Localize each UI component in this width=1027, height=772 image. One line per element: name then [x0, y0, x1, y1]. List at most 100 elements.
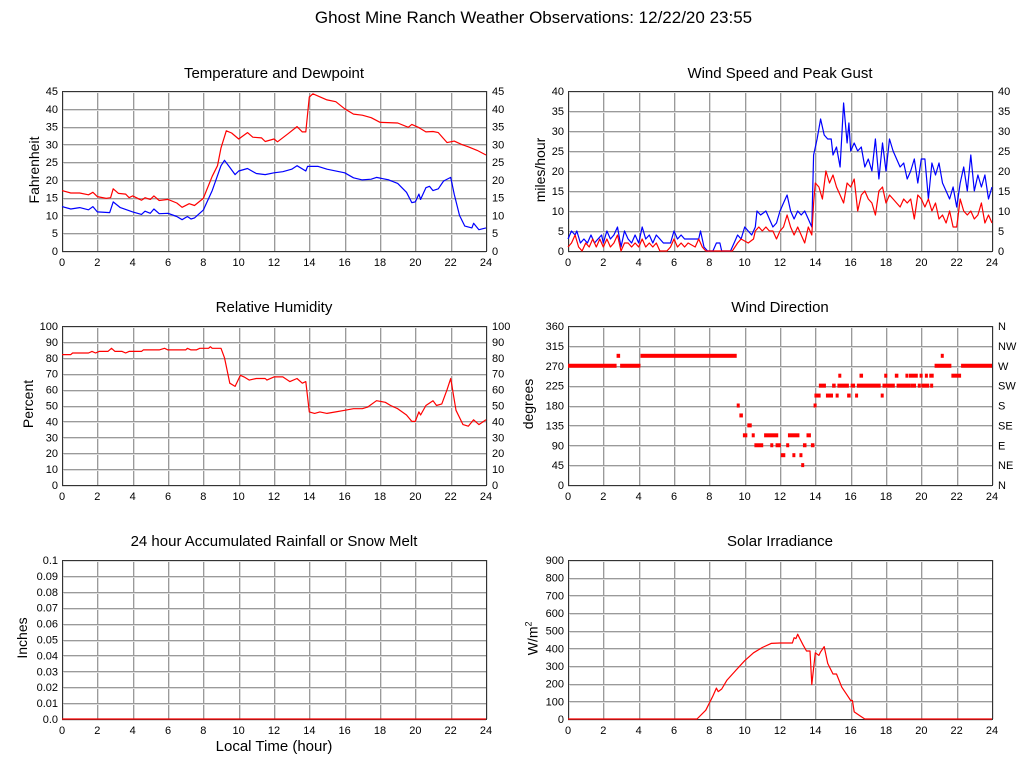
direction-mark	[799, 453, 803, 458]
chart-title-wind-speed: Wind Speed and Peak Gust	[687, 65, 873, 82]
x-tick-label: 12	[774, 257, 786, 269]
x-tick-label: 4	[636, 257, 642, 269]
y-tick-label-right: S	[998, 401, 1005, 413]
x-tick-label: 8	[706, 491, 712, 503]
direction-mark	[813, 403, 817, 408]
y-tick-label: 300	[546, 661, 564, 673]
y-tick-label: 70	[46, 369, 58, 381]
x-tick-label: 24	[986, 491, 998, 503]
y-tick-label-right: 90	[492, 337, 504, 349]
y-tick-label: 135	[546, 420, 564, 432]
direction-mark	[908, 373, 918, 378]
y-tick-label-right: 70	[492, 369, 504, 381]
direction-mark	[910, 383, 917, 388]
y-tick-label-right: 30	[492, 139, 504, 151]
x-tick-label: 8	[706, 725, 712, 737]
y-tick-label: 0	[52, 246, 58, 258]
y-tick-label: 90	[552, 440, 564, 452]
x-tick-label: 6	[165, 491, 171, 503]
direction-mark	[882, 383, 895, 388]
y-tick-label: 0.01	[37, 698, 58, 710]
y-tick-label: 20	[552, 166, 564, 178]
direction-mark	[855, 393, 859, 398]
series-line-dewpoint	[61, 159, 487, 231]
y-tick-label: 180	[546, 401, 564, 413]
x-tick-label: 8	[200, 257, 206, 269]
x-tick-label: 0	[59, 491, 65, 503]
main-title: Ghost Mine Ranch Weather Observations: 1…	[314, 8, 753, 27]
y-tick-label: 45	[46, 86, 58, 98]
x-tick-label: 18	[880, 257, 892, 269]
plot-frame	[62, 326, 487, 486]
y-tick-label: 40	[46, 104, 58, 116]
x-tick-label: 16	[845, 491, 857, 503]
y-tick-label: 0.03	[37, 666, 58, 678]
y-tick-label: 315	[546, 341, 564, 353]
y-tick-label: 30	[46, 139, 58, 151]
x-tick-label: 18	[374, 725, 386, 737]
x-tick-label: 4	[636, 491, 642, 503]
x-tick-label: 0	[565, 257, 571, 269]
x-tick-label: 14	[303, 491, 315, 503]
y-tick-label: 20	[46, 175, 58, 187]
direction-mark	[801, 463, 805, 468]
x-tick-label: 4	[130, 491, 136, 503]
x-tick-label: 8	[200, 725, 206, 737]
series-line-peak-gust	[567, 102, 993, 252]
chart-rain: 0 2 4 6 8 10 12 14 16 18 20 22 240.00.010.020.030.04…	[37, 555, 493, 737]
direction-mark	[940, 353, 944, 358]
direction-mark	[568, 363, 617, 368]
plot-frame	[62, 91, 487, 252]
x-tick-label: 10	[233, 257, 245, 269]
y-tick-label-right: 10	[998, 206, 1010, 218]
x-tick-label: 6	[671, 725, 677, 737]
direction-mark	[850, 383, 856, 388]
x-tick-label: 18	[880, 491, 892, 503]
x-tick-label: 16	[339, 257, 351, 269]
x-tick-label: 10	[233, 491, 245, 503]
x-tick-label: 2	[94, 725, 100, 737]
x-tick-label: 0	[565, 491, 571, 503]
y-tick-label: 0.02	[37, 682, 58, 694]
x-tick-label: 14	[809, 725, 821, 737]
direction-mark	[620, 363, 641, 368]
y-tick-label-right: 0	[492, 480, 498, 492]
direction-mark	[786, 443, 790, 448]
y-tick-label-right: 5	[998, 226, 1004, 238]
y-tick-label: 0.07	[37, 603, 58, 615]
direction-mark	[770, 443, 774, 448]
direction-mark	[825, 393, 833, 398]
y-tick-label: 700	[546, 590, 564, 602]
y-tick-label: 0.04	[37, 650, 58, 662]
direction-mark	[847, 393, 851, 398]
direction-mark	[736, 403, 740, 408]
y-tick-label-right: 5	[492, 228, 498, 240]
x-tick-label: 2	[94, 491, 100, 503]
y-tick-label: 40	[552, 86, 564, 98]
x-tick-label: 22	[445, 491, 457, 503]
plot-frame	[568, 326, 993, 486]
x-tick-label: 0	[59, 725, 65, 737]
x-tick-label: 22	[445, 257, 457, 269]
direction-mark	[934, 363, 952, 368]
direction-mark	[921, 383, 930, 388]
direction-mark	[806, 433, 811, 438]
y-tick-label: 100	[40, 321, 58, 333]
y-tick-label-right: 30	[492, 432, 504, 444]
x-tick-label: 24	[986, 257, 998, 269]
y-tick-label-right: 10	[492, 464, 504, 476]
x-tick-label: 22	[951, 725, 963, 737]
y-tick-label: 20	[46, 448, 58, 460]
y-tick-label-right: 20	[998, 166, 1010, 178]
x-tick-label: 2	[94, 257, 100, 269]
series-line-wind-speed	[567, 170, 993, 252]
y-tick-label: 0	[52, 480, 58, 492]
y-tick-label: 270	[546, 361, 564, 373]
x-tick-label: 22	[445, 725, 457, 737]
y-tick-label: 45	[552, 460, 564, 472]
x-tick-label: 2	[600, 491, 606, 503]
y-tick-label: 5	[52, 228, 58, 240]
direction-mark	[747, 423, 752, 428]
